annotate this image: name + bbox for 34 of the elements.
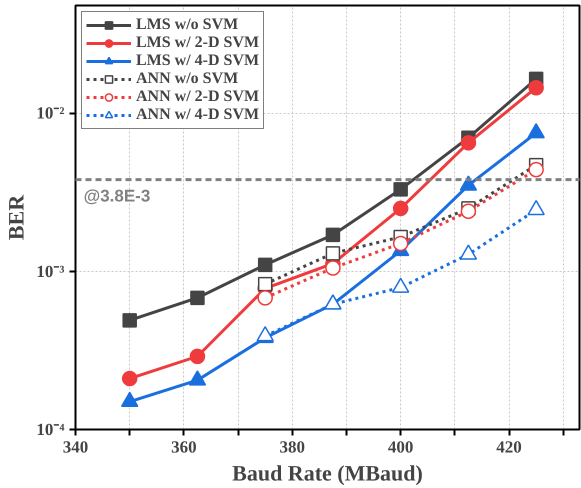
- x-tick-label: 360: [171, 438, 197, 456]
- legend-label: ANN w/o SVM: [136, 70, 238, 88]
- x-tick-label: 420: [496, 438, 522, 456]
- y-tick-label: 10⁻⁴: [36, 420, 65, 439]
- point: [190, 290, 205, 306]
- point: [393, 182, 408, 197]
- point: [122, 370, 138, 386]
- point: [326, 246, 340, 261]
- ref-line-label: @3.8E-3: [84, 186, 150, 206]
- point: [528, 162, 544, 178]
- x-tick-label: 340: [62, 438, 88, 456]
- y-axis-title: BER: [3, 194, 28, 240]
- point: [460, 204, 476, 219]
- point: [122, 313, 137, 328]
- x-tick-label: 380: [280, 438, 306, 456]
- x-tick-label: 400: [388, 438, 414, 456]
- legend-label: ANN w/ 4-D SVM: [136, 106, 260, 124]
- legend-label: LMS w/o SVM: [136, 16, 238, 34]
- point: [528, 80, 544, 96]
- point: [190, 348, 206, 364]
- point: [326, 228, 340, 242]
- y-tick-label: 10⁻³: [36, 262, 65, 281]
- x-axis-title: Baud Rate (MBaud): [232, 460, 423, 486]
- point: [392, 200, 408, 216]
- point: [258, 258, 272, 272]
- legend-label: ANN w/ 2-D SVM: [136, 88, 260, 106]
- point: [460, 135, 476, 151]
- point: [258, 276, 272, 292]
- legend-label: LMS w/ 2-D SVM: [136, 34, 260, 52]
- y-tick-label: 10⁻²: [36, 104, 65, 123]
- point: [257, 290, 273, 306]
- point: [325, 260, 341, 276]
- legend-label: LMS w/ 4-D SVM: [136, 52, 260, 70]
- point: [392, 236, 408, 252]
